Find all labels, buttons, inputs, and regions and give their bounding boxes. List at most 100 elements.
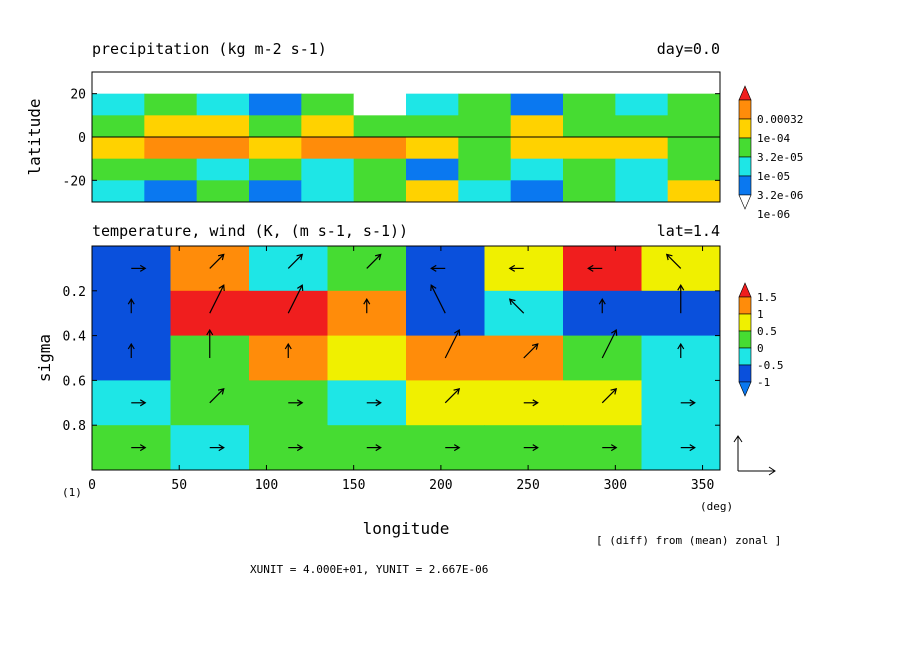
precip-cell <box>615 158 669 181</box>
temp-frame <box>91 245 721 471</box>
precip-cell <box>615 93 669 116</box>
wind-vector-head <box>139 399 147 407</box>
precip-cell <box>144 180 198 203</box>
wind-vector <box>665 253 682 269</box>
colorbar-bottom-triangle <box>738 381 752 397</box>
temp-x-ticks: 0 50 100 150 200 250 300 350 <box>88 246 714 493</box>
precip-cell <box>249 115 302 138</box>
wind-vector <box>131 399 147 407</box>
precip-cell <box>563 137 616 160</box>
wind-vector <box>508 264 524 272</box>
temp-heatmap <box>92 246 721 471</box>
wind-vector <box>523 444 539 452</box>
wind-vector <box>284 342 292 358</box>
precip-cell <box>563 93 616 116</box>
precip-cell <box>92 158 145 181</box>
temp-y-tick-label: 0.4 <box>63 330 87 345</box>
precip-cell <box>144 115 198 138</box>
precip-cell <box>458 93 512 116</box>
temp-cell <box>170 380 250 426</box>
colorbar-label: 3.2e-05 <box>757 151 803 164</box>
temp-y-ticks: 0.2 0.4 0.6 0.8 <box>63 285 720 434</box>
wind-vector <box>127 342 135 358</box>
precip-cell <box>458 158 512 181</box>
temp-x-tick-label: 100 <box>255 478 278 493</box>
wind-vector <box>288 444 304 452</box>
precip-panel: precipitation (kg m-2 s-1) day=0.0 -20 0 2… <box>25 40 803 221</box>
precip-cell <box>196 180 250 203</box>
wind-vector-head <box>531 343 539 350</box>
temp-cell <box>92 335 171 381</box>
wind-vector <box>209 444 225 452</box>
temp-y-tick-label: 0.2 <box>63 285 86 300</box>
temp-cell <box>406 335 485 381</box>
precip-cell <box>353 158 407 181</box>
precip-cell <box>406 137 459 160</box>
wind-vector-shaft <box>666 253 682 269</box>
wind-vector-shaft <box>287 253 303 269</box>
wind-vector <box>677 284 685 314</box>
wind-vector-head <box>284 342 292 350</box>
wind-vector <box>131 264 147 272</box>
colorbar-label: 1e-04 <box>757 132 790 145</box>
wind-vector-head <box>677 342 685 350</box>
precip-cell <box>563 115 616 138</box>
x-axis-unit: (deg) <box>700 500 733 513</box>
precip-cell <box>301 115 355 138</box>
precip-cell <box>458 115 512 138</box>
precip-cell <box>301 137 355 160</box>
precip-cell <box>301 158 355 181</box>
colorbar-label: -0.5 <box>757 359 784 372</box>
colorbar-bottom-triangle <box>738 194 752 210</box>
temp-x-tick-label: 300 <box>604 478 627 493</box>
colorbar-segment <box>738 347 752 366</box>
wind-vectors <box>127 253 696 452</box>
wind-vector-head <box>508 264 516 272</box>
precip-cell <box>92 115 145 138</box>
precip-cell <box>353 93 407 116</box>
precip-cell <box>510 137 564 160</box>
colorbar-top-triangle <box>738 282 752 298</box>
temp-panel: temperature, wind (K, (m s-1, s-1)) lat=… <box>35 222 784 576</box>
wind-vector-shaft <box>601 388 617 404</box>
colorbar-label: 1 <box>757 308 764 321</box>
colorbar-label: 0 <box>757 342 764 355</box>
wind-vector <box>430 264 446 272</box>
temp-cell <box>406 246 485 292</box>
precip-cell <box>249 180 302 203</box>
temp-cell <box>249 335 328 381</box>
wind-vector-head <box>206 328 214 336</box>
precip-cell <box>196 93 250 116</box>
x-axis-label: longitude <box>363 519 450 538</box>
wind-vector-head <box>689 444 696 452</box>
wind-vector-head <box>139 444 147 452</box>
wind-vector <box>601 328 618 359</box>
precip-cell <box>92 93 145 116</box>
wind-vector <box>601 387 618 404</box>
wind-vector <box>523 343 539 359</box>
precip-y-tick-label: 0 <box>78 131 86 146</box>
precip-cell <box>406 115 459 138</box>
precip-cell <box>196 158 250 181</box>
temp-x-tick-label: 50 <box>171 478 187 493</box>
precip-cell <box>667 115 721 138</box>
wind-vector-head <box>598 298 606 305</box>
wind-vector-shaft <box>509 298 525 314</box>
wind-vector <box>206 328 214 358</box>
wind-vector-head <box>139 264 147 272</box>
temp-y-tick-label: 0.6 <box>63 374 86 389</box>
colorbar-segment <box>738 118 752 139</box>
wind-vector <box>127 298 135 314</box>
precip-cell <box>510 158 564 181</box>
wind-vector-head <box>218 284 225 292</box>
precip-cell <box>249 158 302 181</box>
precip-cell <box>510 115 564 138</box>
temp-lat-label: lat=1.4 <box>657 222 720 240</box>
precip-cell <box>301 180 355 203</box>
temp-cell <box>563 290 642 337</box>
wind-vector-head <box>677 284 685 291</box>
wind-vector-head <box>532 444 539 452</box>
precip-cell <box>667 158 721 181</box>
precip-cell <box>406 180 459 203</box>
precip-cell <box>406 158 459 181</box>
